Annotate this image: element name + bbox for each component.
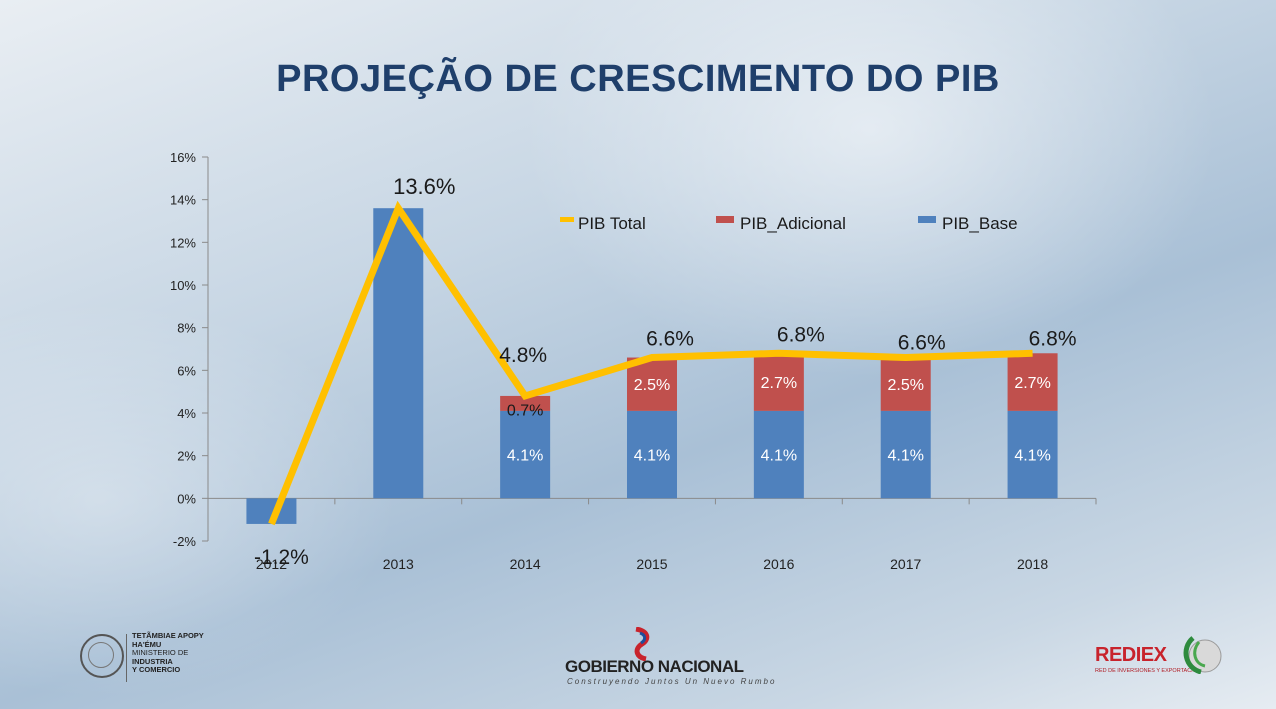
- x-tick-label: 2013: [383, 556, 414, 572]
- y-tick-label: 0%: [177, 491, 196, 506]
- x-tick-label: 2015: [636, 556, 667, 572]
- ministry-line: INDUSTRIA: [132, 656, 173, 666]
- data-label-pib-total: 6.6%: [898, 332, 946, 355]
- flag-icon: [634, 627, 650, 661]
- data-label-pib-base: 4.1%: [634, 448, 670, 465]
- data-label-pib-total: 6.6%: [646, 328, 694, 351]
- y-tick-label: 12%: [170, 235, 196, 250]
- x-tick-label: 2018: [1017, 556, 1048, 572]
- gobierno-name: GOBIERNO NACIONAL: [565, 657, 744, 676]
- data-label-pib-adicional: 2.7%: [1014, 375, 1050, 392]
- data-label-pib-base: 4.1%: [761, 448, 797, 465]
- x-tick-label: 2016: [763, 556, 794, 572]
- ministry-line: Y COMERCIO: [132, 665, 181, 674]
- bar-pib-base: [500, 410, 551, 499]
- y-tick-label: 8%: [177, 321, 196, 336]
- y-tick-label: 16%: [170, 150, 196, 165]
- data-label-pib-total: -1.2%: [254, 546, 309, 569]
- ministry-line: MINISTERIO DE: [132, 648, 189, 657]
- logo-divider: [126, 634, 127, 682]
- legend-swatch-bar: [716, 216, 734, 223]
- data-label-pib-total: 4.8%: [499, 344, 547, 367]
- bar-pib-base: [753, 410, 804, 499]
- legend-label: PIB Total: [578, 214, 646, 233]
- page-title: PROJEÇÃO DE CRESCIMENTO DO PIB: [276, 58, 1000, 100]
- legend-label: PIB_Adicional: [740, 214, 846, 233]
- ministry-line: HA'ÉMU: [132, 639, 162, 649]
- data-label-pib-total: 13.6%: [393, 174, 455, 199]
- gobierno-tagline: Construyendo Juntos Un Nuevo Rumbo: [567, 677, 777, 686]
- data-label-pib-base: 4.1%: [887, 448, 923, 465]
- legend-swatch-bar: [918, 216, 936, 223]
- data-label-pib-total: 6.8%: [1029, 327, 1077, 350]
- rediex-name: REDIEX: [1095, 644, 1167, 666]
- y-tick-label: 10%: [170, 278, 196, 293]
- line-pib-total: [268, 200, 1033, 526]
- ministry-logo: TETÃMBIAE APOPY HA'ÉMU MINISTERIO DE IND…: [80, 631, 220, 688]
- rediex-tagline: RED DE INVERSIONES Y EXPORTACIONES: [1095, 668, 1209, 674]
- data-label-pib-base: 4.1%: [1014, 448, 1050, 465]
- seal-icon: [80, 634, 124, 678]
- data-label-pib-base: 4.1%: [507, 448, 543, 465]
- data-label-pib-adicional: 2.5%: [634, 377, 670, 394]
- gobierno-nacional-logo: GOBIERNO NACIONAL Construyendo Juntos Un…: [565, 627, 774, 687]
- seal-inner-icon: [88, 642, 114, 668]
- data-label-pib-adicional: 2.5%: [887, 377, 923, 394]
- rediex-logo: REDIEX RED DE INVERSIONES Y EXPORTACIONE…: [1095, 632, 1230, 684]
- bar-pib-adicional: [500, 395, 551, 411]
- y-tick-label: 6%: [177, 363, 196, 378]
- bar-pib-adicional: [753, 353, 804, 411]
- x-tick-label: 2012: [256, 556, 287, 572]
- bar-pib-base: [1007, 410, 1058, 499]
- x-tick-label: 2017: [890, 556, 921, 572]
- data-label-pib-adicional: 0.7%: [507, 402, 543, 419]
- globe-icon: [1183, 636, 1222, 674]
- ministry-logo-text: TETÃMBIAE APOPY HA'ÉMU MINISTERIO DE IND…: [132, 631, 224, 675]
- bar-pib-base: [627, 410, 677, 499]
- data-label-pib-total: 6.8%: [777, 323, 825, 346]
- bar-pib-adicional: [1007, 353, 1058, 411]
- bar-pib-adicional: [627, 357, 677, 411]
- y-tick-label: 14%: [170, 193, 196, 208]
- data-label-pib-adicional: 2.7%: [761, 375, 797, 392]
- x-tick-label: 2014: [510, 556, 541, 572]
- y-tick-label: 4%: [177, 406, 196, 421]
- bar-pib-adicional: [880, 357, 931, 411]
- bar-pib-base: [880, 410, 931, 499]
- y-tick-label: -2%: [173, 534, 197, 549]
- ministry-line: TETÃMBIAE APOPY: [132, 631, 204, 640]
- legend-label: PIB_Base: [942, 214, 1018, 233]
- legend-swatch-line: [560, 217, 574, 222]
- y-tick-label: 2%: [177, 449, 196, 464]
